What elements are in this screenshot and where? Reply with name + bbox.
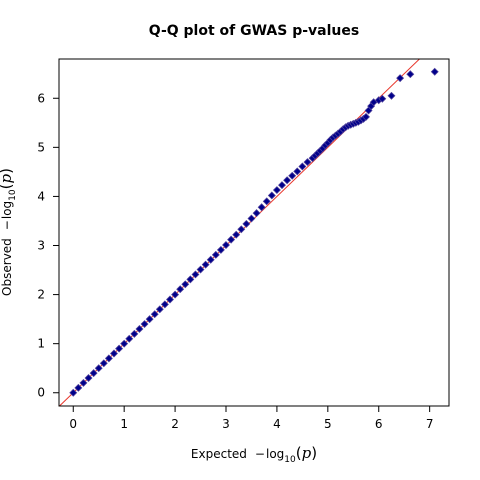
- data-point: [69, 388, 78, 397]
- x-axis-label: Expected −log10(p): [191, 444, 317, 465]
- data-point: [130, 329, 139, 338]
- data-point: [166, 295, 174, 304]
- data-point: [247, 214, 256, 223]
- y-axis-label-var: p: [0, 174, 15, 184]
- x-axis-label-open: (: [296, 444, 302, 462]
- y-tick-label: 6: [37, 91, 45, 105]
- data-point: [211, 250, 220, 259]
- data-point: [171, 290, 180, 299]
- data-point: [79, 378, 88, 387]
- data-point: [196, 265, 205, 274]
- data-point: [222, 241, 230, 249]
- x-axis-label-minus: −: [255, 447, 265, 461]
- x-tick-label: 7: [426, 417, 434, 431]
- y-axis-label-prefix: Observed: [0, 238, 14, 296]
- data-point: [120, 339, 129, 348]
- x-axis-label-var: p: [302, 444, 312, 462]
- data-point: [216, 245, 225, 254]
- y-axis-label-base: 10: [8, 189, 18, 201]
- y-tick-label: 5: [37, 140, 45, 154]
- data-point: [267, 191, 276, 200]
- data-point: [232, 230, 241, 239]
- x-axis-label-close: ): [311, 444, 317, 462]
- x-axis-ticks: 0 1 2 3 4 5 6 7: [69, 406, 433, 431]
- x-tick-label: 5: [324, 417, 332, 431]
- y-tick-label: 4: [37, 189, 45, 203]
- data-point: [303, 158, 312, 167]
- x-axis-label-log: log: [266, 447, 284, 461]
- data-point: [283, 176, 292, 185]
- x-tick-label: 1: [120, 417, 128, 431]
- data-point: [191, 270, 200, 279]
- data-point: [293, 167, 302, 176]
- data-point: [181, 280, 190, 289]
- data-point: [150, 310, 159, 319]
- data-point: [252, 209, 261, 218]
- data-point: [387, 91, 396, 100]
- y-tick-label: 1: [37, 337, 45, 351]
- data-point: [99, 359, 108, 368]
- data-point: [125, 334, 134, 343]
- y-tick-label: 3: [37, 239, 45, 253]
- data-point: [104, 354, 113, 363]
- data-point: [278, 181, 286, 190]
- chart-title: Q-Q plot of GWAS p-values: [149, 23, 359, 39]
- data-point: [155, 305, 164, 314]
- data-point: [227, 235, 236, 244]
- data-point: [272, 186, 281, 195]
- y-axis-label: Observed −log10(p): [0, 168, 18, 296]
- x-axis-label-prefix: Expected: [191, 447, 247, 461]
- data-point: [89, 369, 98, 378]
- data-point: [176, 285, 185, 294]
- y-tick-label: 0: [37, 386, 45, 400]
- x-tick-label: 3: [222, 417, 230, 431]
- y-axis-label-log: log: [0, 201, 14, 219]
- data-point: [362, 112, 370, 121]
- data-point: [396, 74, 405, 83]
- data-point: [242, 219, 251, 228]
- data-point: [288, 171, 297, 180]
- data-points: [69, 67, 439, 397]
- x-tick-label: 4: [273, 417, 281, 431]
- data-point: [94, 364, 103, 373]
- data-point: [186, 275, 195, 284]
- y-axis-label-minus: −: [0, 220, 14, 230]
- x-tick-label: 0: [69, 417, 77, 431]
- data-point: [84, 374, 93, 382]
- plot-frame: [58, 58, 450, 407]
- data-point: [378, 94, 387, 103]
- data-point: [262, 197, 271, 206]
- data-point: [115, 344, 124, 353]
- y-axis-label-open: (: [0, 184, 15, 190]
- data-point: [298, 162, 307, 171]
- x-tick-label: 6: [375, 417, 383, 431]
- x-axis-label-base: 10: [284, 455, 296, 465]
- y-axis-label-close: ): [0, 168, 15, 174]
- data-point: [237, 225, 246, 234]
- data-point: [160, 300, 169, 309]
- y-tick-label: 2: [37, 288, 45, 302]
- data-point: [140, 320, 149, 329]
- data-point: [206, 255, 215, 264]
- data-point: [110, 349, 118, 358]
- data-point: [135, 324, 144, 333]
- data-point: [74, 383, 83, 392]
- y-axis-ticks: 0 1 2 3 4 5 6: [37, 91, 59, 400]
- data-point: [406, 70, 415, 79]
- data-point: [201, 260, 210, 269]
- data-point: [145, 315, 154, 324]
- data-point: [257, 203, 266, 212]
- x-tick-label: 2: [171, 417, 179, 431]
- data-point: [430, 67, 439, 76]
